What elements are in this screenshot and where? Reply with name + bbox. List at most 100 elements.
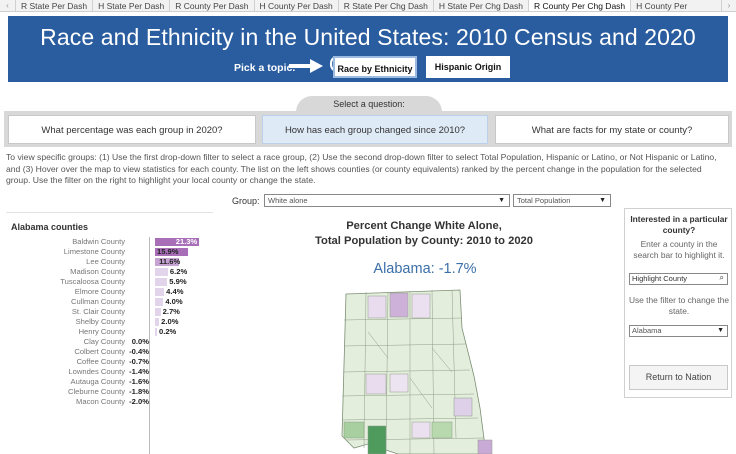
title-banner: Race and Ethnicity in the United States:… [8,16,728,82]
race-by-ethnicity-button[interactable]: Race by Ethnicity [333,56,417,78]
county-name: Lee County [86,257,125,266]
county-row[interactable]: Lee County 11.6% [0,257,205,267]
group-dropdown-value: White alone [268,196,308,205]
county-name: Shelby County [75,317,125,326]
alabama-county-map[interactable] [328,288,518,454]
county-row[interactable]: St. Clair County 2.7% [0,307,205,317]
county-row[interactable]: Cullman County 4.0% [0,297,205,307]
county-change-bar [155,278,168,286]
county-row[interactable]: Coffee County -0.7% [0,357,205,367]
tab-r-state-per-dash[interactable]: R State Per Dash [15,0,92,11]
alabama-state-outline [341,289,487,454]
arrow-right-icon [289,59,323,73]
chart-title: Percent Change White Alone, Total Popula… [290,219,558,249]
population-dropdown-value: Total Population [517,196,571,205]
highlight-county-placeholder: Highlight County [632,274,688,283]
county-name: Baldwin County [72,237,125,246]
zero-axis-line [149,237,150,454]
county-name: Lowndes County [68,367,125,376]
question-percentage-button[interactable]: What percentage was each group in 2020? [8,115,256,144]
county-change-value: 2.7% [162,307,180,316]
state-change-label: Alabama: -1.7% [373,261,477,277]
county-row[interactable]: Elmore County 4.4% [0,287,205,297]
county-shelby [389,373,409,393]
group-dropdown[interactable]: White alone ▼ [264,194,510,207]
tab-h-county-per[interactable]: H County Per [630,0,692,11]
county-change-value: -1.6% [129,377,149,386]
question-facts-button[interactable]: What are facts for my state or county? [495,115,729,144]
county-change-value: 5.9% [169,277,187,286]
tab-scroll-right-icon[interactable]: › [721,0,736,11]
county-list-title: Alabama counties [11,222,89,232]
county-green-3 [431,421,453,439]
county-name: Autauga County [70,377,125,386]
county-row[interactable]: Clay County 0.0% [0,337,205,347]
county-change-value: -0.4% [129,347,149,356]
return-to-nation-button[interactable]: Return to Nation [629,365,728,390]
county-name: Henry County [78,327,125,336]
sheet-tab-strip: ‹ R State Per Dash H State Per Dash R Co… [0,0,736,12]
county-tuscaloosa [365,373,387,395]
county-name: Tuscaloosa County [60,277,125,286]
county-row[interactable]: Cleburne County -1.8% [0,387,205,397]
county-lee [453,397,473,417]
county-row[interactable]: Limestone County 15.9% [0,247,205,257]
county-row[interactable]: Colbert County -0.4% [0,347,205,357]
county-change-value: 11.6% [159,257,181,266]
county-change-bar [155,308,161,316]
county-row[interactable]: Macon County -2.0% [0,397,205,407]
county-row[interactable]: Lowndes County -1.4% [0,367,205,377]
county-change-value: 15.9% [157,247,179,256]
county-name: Cullman County [70,297,125,306]
population-dropdown[interactable]: Total Population ▼ [513,194,611,207]
county-change-bar [155,248,189,256]
county-change-value: 2.0% [161,317,179,326]
county-change-value: 4.0% [165,297,183,306]
county-green-1 [343,421,365,439]
tab-r-state-per-chg-dash[interactable]: R State Per Chg Dash [337,0,433,11]
county-row[interactable]: Henry County 0.2% [0,327,205,337]
county-change-value: -1.8% [129,387,149,396]
tab-h-state-per-dash[interactable]: H State Per Dash [92,0,169,11]
instructions-text: To view specific groups: (1) Use the fir… [6,152,717,186]
county-baldwin [477,439,493,454]
county-change-value: -0.7% [129,357,149,366]
county-row[interactable]: Autauga County -1.6% [0,377,205,387]
county-ranking-panel: Alabama counties [6,212,213,454]
county-change-value: 0.0% [131,337,149,346]
county-change-bar [155,328,157,336]
tab-h-state-per-chg-dash[interactable]: H State Per Chg Dash [432,0,528,11]
highlight-county-search[interactable]: Highlight County ⌕ [629,273,728,285]
county-highlight-panel: Interested in a particular county? Enter… [624,208,732,398]
county-change-value: -2.0% [129,397,149,406]
county-panel-hint: Enter a county in the search bar to high… [633,239,725,260]
tab-r-county-per-chg-dash[interactable]: R County Per Chg Dash [527,0,631,11]
question-header: Select a question: [296,96,442,112]
hispanic-origin-button[interactable]: Hispanic Origin [426,56,510,78]
county-change-bar [155,318,160,326]
county-panel-title: Interested in a particular county? [630,214,728,235]
chevron-down-icon: ▼ [717,327,724,334]
chevron-down-icon: ▼ [498,197,505,204]
county-name: Elmore County [74,287,125,296]
tab-scroll-left-icon[interactable]: ‹ [6,1,9,10]
question-change-button[interactable]: How has each group changed since 2010? [262,115,488,144]
state-dropdown[interactable]: Alabama ▼ [629,325,728,337]
county-lauderdale [367,295,387,319]
county-change-bar [155,258,180,266]
county-row[interactable]: Tuscaloosa County 5.9% [0,277,205,287]
tab-h-county-per-dash[interactable]: H County Per Dash [253,0,338,11]
county-name: Madison County [70,267,125,276]
tab-r-county-per-dash[interactable]: R County Per Dash [169,0,253,11]
county-name: Colbert County [74,347,125,356]
county-row[interactable]: Shelby County 2.0% [0,317,205,327]
state-filter-hint: Use the filter to change the state. [628,295,730,316]
county-name: Macon County [76,397,125,406]
pick-topic-label: Pick a topic. [234,62,296,74]
county-change-bar [155,288,165,296]
county-row[interactable]: Baldwin County 21.3% [0,237,205,247]
county-name: Clay County [83,337,125,346]
county-row[interactable]: Madison County 6.2% [0,267,205,277]
county-name: St. Clair County [71,307,125,316]
county-name: Cleburne County [68,387,125,396]
